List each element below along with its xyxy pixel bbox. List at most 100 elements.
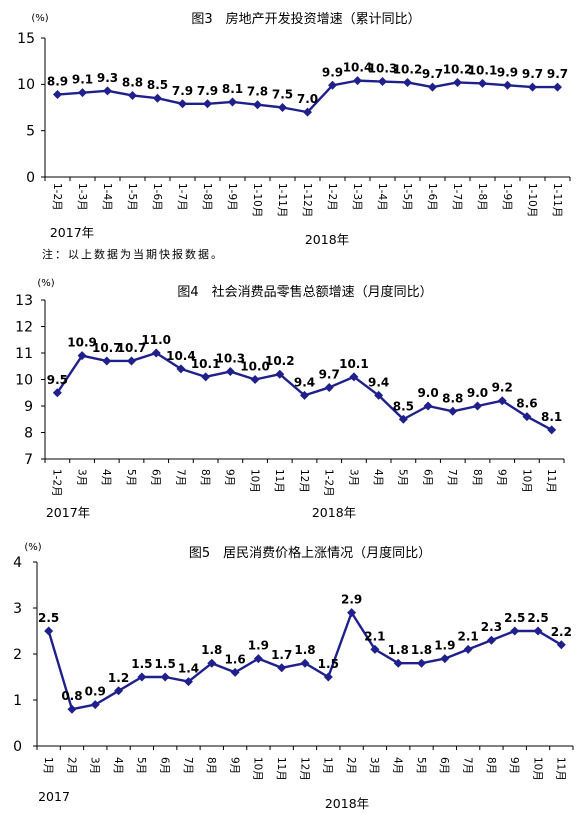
data-point-marker [393,658,403,668]
y-tick-label: 13 [15,293,33,309]
x-category-label: 12月 [298,469,310,493]
data-point-marker [278,103,287,112]
data-point-marker [374,390,384,400]
x-category-label: 6月 [158,757,170,774]
data-point-marker [128,90,137,100]
data-label: 7.9 [197,84,218,98]
data-point-marker [203,99,212,109]
data-label: 8.1 [222,82,243,96]
data-label: 1.5 [155,657,176,671]
y-tick-label: 15 [17,31,35,47]
x-category-label: 1月 [42,757,54,774]
data-label: 9.2 [492,381,513,395]
x-category-label: 4月 [372,469,384,486]
data-label: 10.1 [191,357,221,371]
x-category-label: 7月 [461,757,473,774]
chart-note: 注：以上数据为当期快报数据。 [42,247,224,261]
x-category-label: 11月 [545,469,557,493]
data-point-marker [547,425,557,435]
data-label: 1.2 [108,671,129,685]
x-category-label: 10月 [252,757,264,781]
data-label: 2.5 [527,611,548,625]
data-point-marker [300,390,309,400]
data-point-marker [323,672,333,682]
x-category-label: 3月 [368,757,380,774]
data-point-marker [225,367,235,377]
data-point-marker [303,107,312,117]
x-category-label: 1-10月 [251,183,263,217]
y-unit-label: (%) [31,13,48,24]
data-point-marker [253,100,262,110]
y-tick-label: 2 [13,647,22,663]
y-tick-label: 1 [13,693,22,709]
data-label: 9.4 [294,375,315,389]
data-label: 1.4 [178,662,199,676]
data-label: 2.5 [504,611,525,625]
x-category-label: 9月 [496,469,508,486]
data-point-marker [207,658,217,668]
data-label: 9.5 [47,373,68,387]
x-category-label: 1-10月 [526,183,538,217]
chart-title: 图3 房地产开发投资增速（累计同比） [191,11,420,27]
x-category-label: 1-7月 [176,183,188,211]
x-category-label: 1-11月 [551,183,563,217]
x-category-label: 1-2月 [51,183,63,211]
x-category-label: 1-4月 [376,183,388,211]
x-category-label: 5月 [415,757,427,774]
x-category-label: 6月 [438,757,450,774]
x-category-label: 11月 [273,469,285,493]
data-point-marker [347,608,357,618]
y-tick-label: 10 [17,77,35,93]
x-category-label: 1-2月 [51,469,63,497]
y-tick-label: 3 [13,601,22,617]
data-label: 2.9 [341,593,362,607]
x-category-label: 1-2月 [326,183,338,211]
x-category-label: 9月 [508,757,520,774]
data-label: 1.5 [131,657,152,671]
x-category-label: 5月 [397,469,409,486]
period-label: 2017年 [50,225,94,240]
x-category-label: 5月 [125,469,137,486]
y-tick-label: 0 [13,739,22,755]
data-point-marker [275,369,285,379]
data-label: 9.0 [417,386,438,400]
x-category-label: 1-11月 [276,183,288,217]
data-point-marker [137,672,147,682]
data-point-marker [90,700,100,710]
data-point-marker [398,414,408,424]
x-category-label: 8月 [485,757,497,774]
data-label: 10.1 [468,63,498,77]
period-label: 2018年 [305,232,349,247]
data-label: 0.8 [61,689,82,703]
x-category-label: 5月 [135,757,147,774]
data-point-marker [44,626,54,636]
data-point-marker [176,364,186,374]
data-point-marker [52,388,62,398]
data-point-marker [528,82,537,92]
x-category-label: 10月 [248,469,260,493]
data-point-marker [183,677,193,687]
data-point-marker [423,401,433,411]
y-tick-label: 9 [24,399,33,415]
x-category-label: 9月 [228,757,240,774]
data-label: 1.5 [318,657,339,671]
data-label: 8.9 [47,75,68,89]
y-tick-label: 5 [26,124,35,140]
x-category-label: 2月 [345,757,357,774]
y-tick-label: 4 [13,555,22,571]
chart-2: 图4 社会消费品零售总额增速（月度同比） (%) 7 8 9 10 11 12 13 1-2月 3月… [15,278,565,520]
data-label: 9.1 [72,73,93,87]
data-point-marker [253,654,263,664]
data-label: 10.1 [339,357,369,371]
data-label: 10.3 [368,62,398,76]
data-point-marker [277,663,287,673]
y-unit-label: (%) [37,278,54,289]
data-label: 10.7 [92,341,122,355]
x-category-label: 1-12月 [301,183,313,217]
x-category-label: 10月 [520,469,532,493]
x-category-label: 7月 [174,469,186,486]
data-point-marker [510,626,520,636]
data-point-marker [453,77,462,87]
data-label: 0.9 [85,685,106,699]
